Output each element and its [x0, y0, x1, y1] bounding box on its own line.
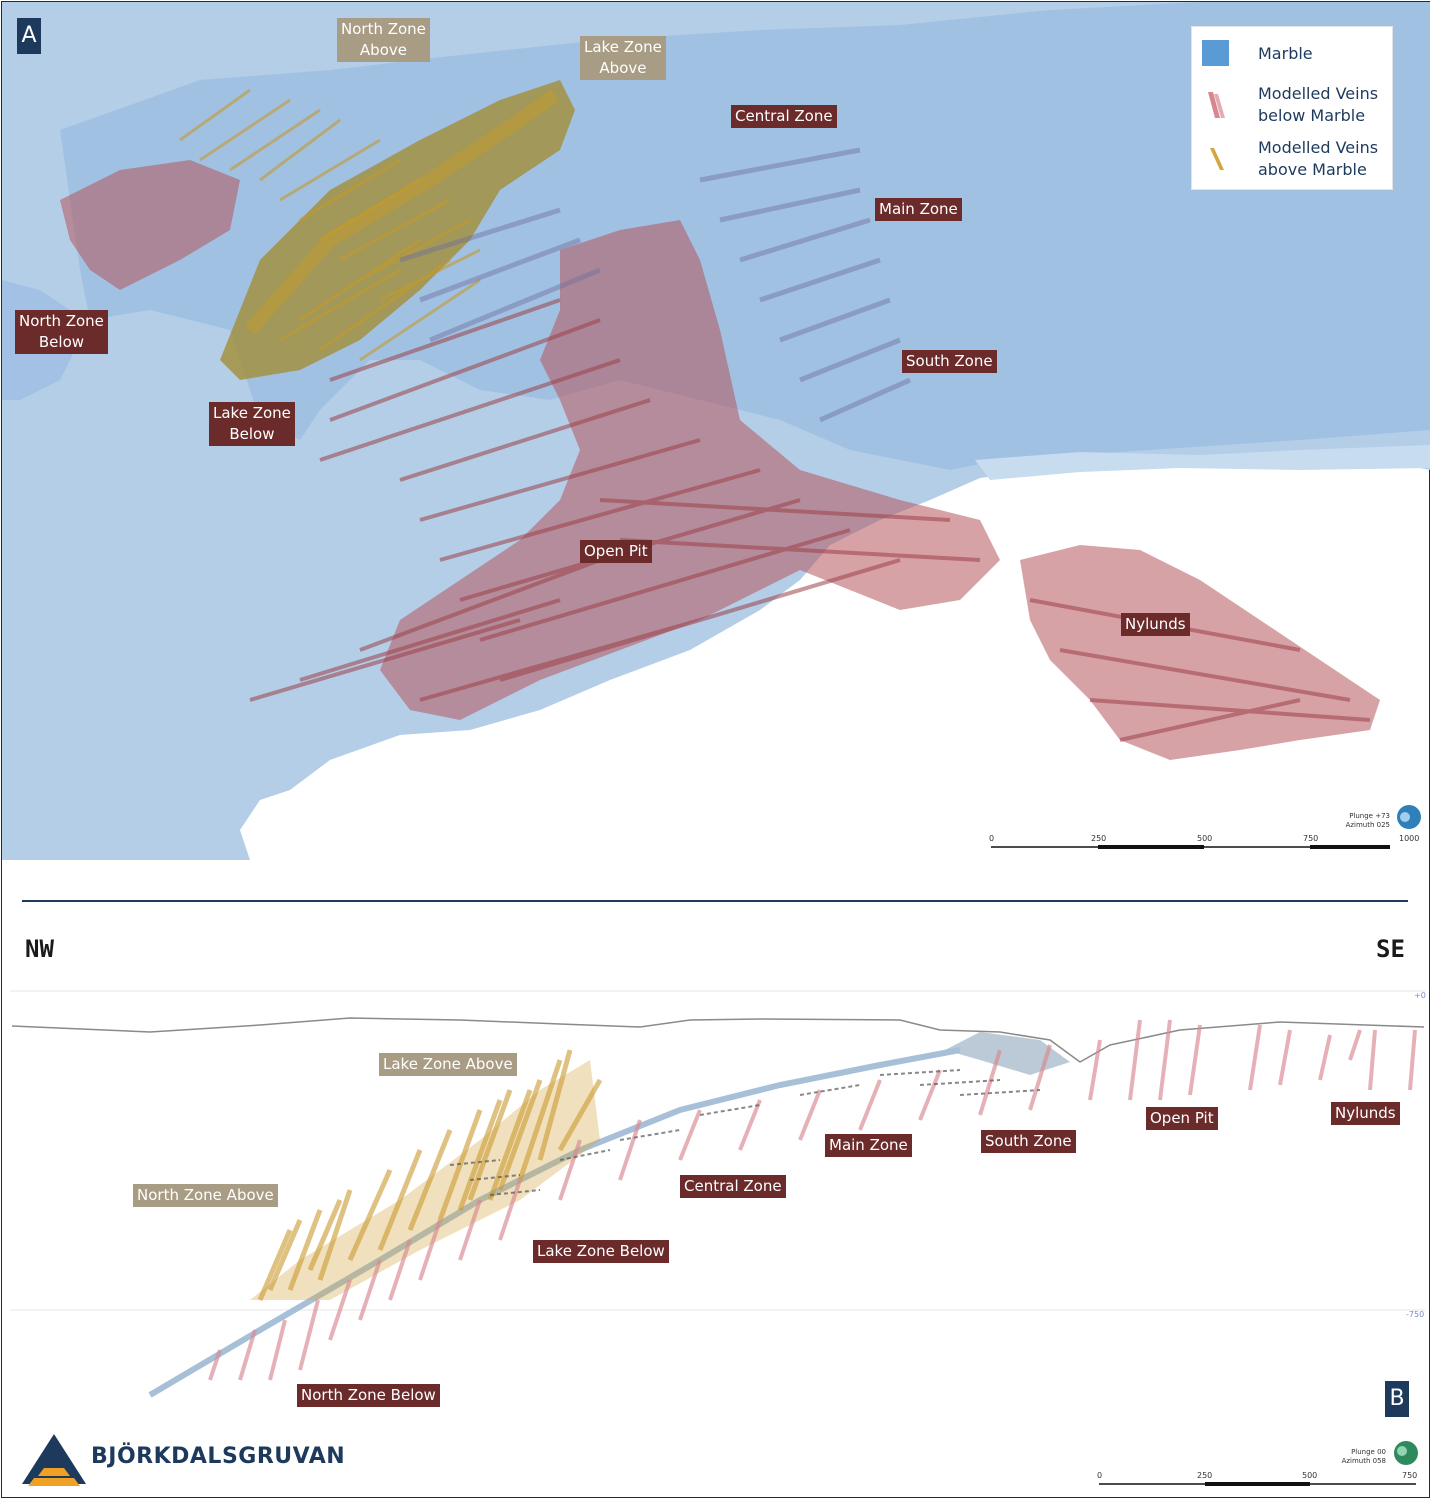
scale-a-tick-1: 250 [1091, 834, 1107, 843]
label-lake-zone-below: Lake Zone Below [209, 402, 295, 446]
elevation-mid: -750 [1406, 1310, 1425, 1319]
b-label-main-zone: Main Zone [825, 1134, 912, 1157]
scale-bar-b [1099, 1482, 1416, 1486]
scale-a-tick-3: 750 [1303, 834, 1319, 843]
orientation-text-b: Plunge 00 Azimuth 058 [1341, 1448, 1386, 1465]
scale-bar-a [991, 845, 1390, 849]
b-label-north-zone-below: North Zone Below [297, 1384, 440, 1407]
panel-a-badge: A [17, 18, 41, 54]
panel-b-badge: B [1385, 1381, 1409, 1417]
direction-se: SE [1376, 935, 1405, 963]
legend-item-marble: Marble [1200, 37, 1313, 71]
scale-a-tick-2: 500 [1197, 834, 1213, 843]
section-view [10, 990, 1425, 1398]
legend-label-veins-above: Modelled Veins above Marble [1258, 138, 1379, 179]
label-nylunds: Nylunds [1121, 613, 1190, 636]
label-south-zone: South Zone [902, 350, 997, 373]
scale-b-tick-1: 250 [1197, 1471, 1213, 1480]
b-label-south-zone: South Zone [981, 1130, 1076, 1153]
orientation-text-a: Plunge +73 Azimuth 025 [1345, 812, 1390, 829]
label-north-zone-above: North Zone Above [337, 18, 430, 62]
legend-item-veins-above: Modelled Veins above Marble [1200, 137, 1378, 181]
b-label-lake-zone-above: Lake Zone Above [379, 1053, 517, 1076]
company-logo-text: BJÖRKDALSGRUVAN [91, 1444, 346, 1469]
label-lake-zone-above: Lake Zone Above [580, 36, 666, 80]
b-label-central-zone: Central Zone [680, 1175, 786, 1198]
vein-above-swatch-icon [1200, 142, 1230, 176]
label-north-zone-below: North Zone Below [15, 310, 108, 354]
scale-b-tick-2: 500 [1302, 1471, 1318, 1480]
scale-a-tick-0: 0 [989, 834, 995, 843]
legend-label-veins-below: Modelled Veins below Marble [1258, 84, 1379, 125]
veins-above-marble [179, 80, 575, 380]
scale-b-tick-0: 0 [1097, 1471, 1103, 1480]
b-label-lake-zone-below: Lake Zone Below [533, 1240, 669, 1263]
label-main-zone: Main Zone [875, 198, 962, 221]
vein-below-swatch-icon [1200, 88, 1230, 122]
logo-icon [22, 1434, 86, 1486]
scale-a-tick-4: 1000 [1399, 834, 1420, 843]
veins-below-marble [60, 147, 1380, 760]
scale-b-tick-3: 750 [1402, 1471, 1418, 1480]
legend: Marble Modelled Veins below Marble Model… [1191, 26, 1393, 190]
label-open-pit: Open Pit [580, 540, 652, 563]
b-label-open-pit: Open Pit [1146, 1107, 1218, 1130]
b-label-north-zone-above: North Zone Above [133, 1184, 278, 1207]
legend-item-veins-below: Modelled Veins below Marble [1200, 83, 1378, 127]
label-central-zone: Central Zone [731, 105, 837, 128]
marble-swatch-icon [1200, 37, 1230, 71]
legend-label-marble: Marble [1258, 44, 1313, 63]
direction-nw: NW [25, 935, 54, 963]
elevation-top: +0 [1414, 991, 1426, 1000]
b-label-nylunds: Nylunds [1331, 1102, 1400, 1125]
